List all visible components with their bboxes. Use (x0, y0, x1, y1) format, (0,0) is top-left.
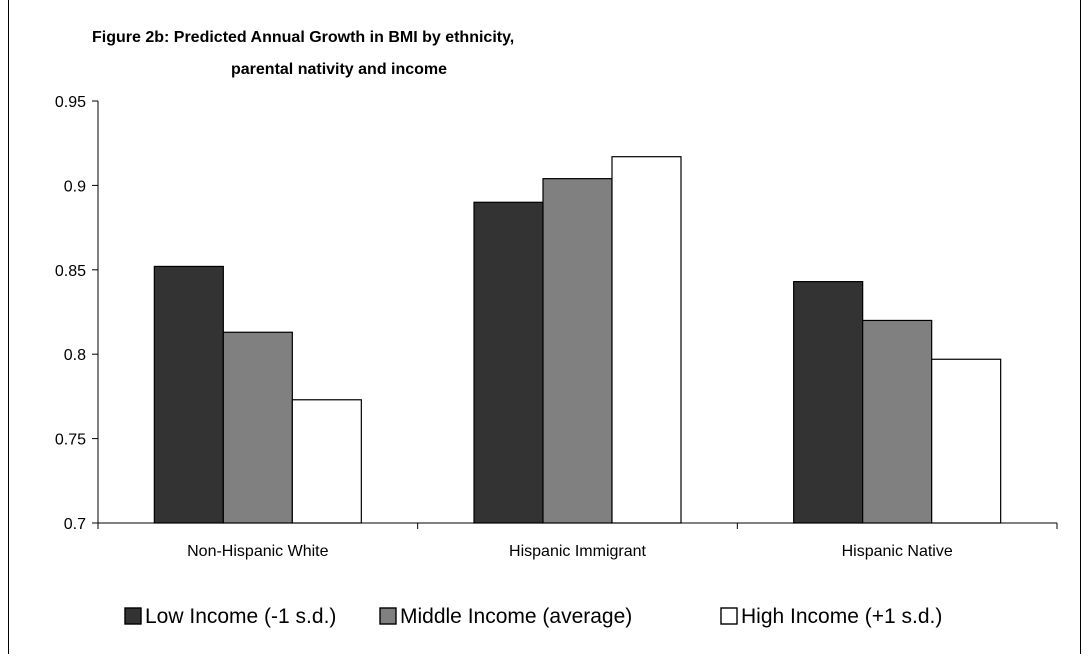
plot-area: 0.7 0.75 0.8 0.85 0.9 0.95 Non-Hispanic White H… (55, 94, 1058, 560)
chart-title: Figure 2b: Predicted Annual Growth in BM… (92, 29, 514, 78)
bar (862, 319, 933, 524)
bar (793, 281, 864, 524)
chart-title-line-2: parental nativity and income (231, 61, 447, 78)
bar-chart: Figure 2b: Predicted Annual Growth in BM… (55, 29, 1058, 628)
y-tick-label: 0.7 (64, 516, 86, 533)
bar (473, 201, 544, 524)
bar (931, 358, 1002, 524)
legend-swatch (720, 607, 738, 625)
legend: Low Income (-1 s.d.) Middle Income (avera… (124, 605, 942, 628)
bar (222, 331, 293, 524)
y-tick-label: 0.8 (64, 347, 86, 364)
legend-label: High Income (+1 s.d.) (741, 605, 942, 628)
chart-frame: Figure 2b: Predicted Annual Growth in BM… (8, 0, 1081, 654)
legend-label: Middle Income (average) (400, 605, 632, 628)
y-tick-label: 0.9 (64, 178, 86, 195)
legend-swatch (379, 607, 397, 625)
legend-swatch (124, 607, 142, 625)
y-tick-label: 0.85 (55, 263, 86, 280)
bar (153, 265, 224, 524)
bar (611, 156, 682, 524)
bar (542, 178, 613, 524)
x-category-label: Hispanic Immigrant (509, 543, 646, 560)
chart-title-line-1: Figure 2b: Predicted Annual Growth in BM… (92, 29, 514, 46)
y-tick-label: 0.75 (55, 432, 86, 449)
x-category-label: Hispanic Native (842, 543, 953, 560)
bar (291, 399, 362, 524)
legend-label: Low Income (-1 s.d.) (145, 605, 336, 628)
x-category-label: Non-Hispanic White (187, 543, 328, 560)
y-tick-label: 0.95 (55, 94, 86, 111)
